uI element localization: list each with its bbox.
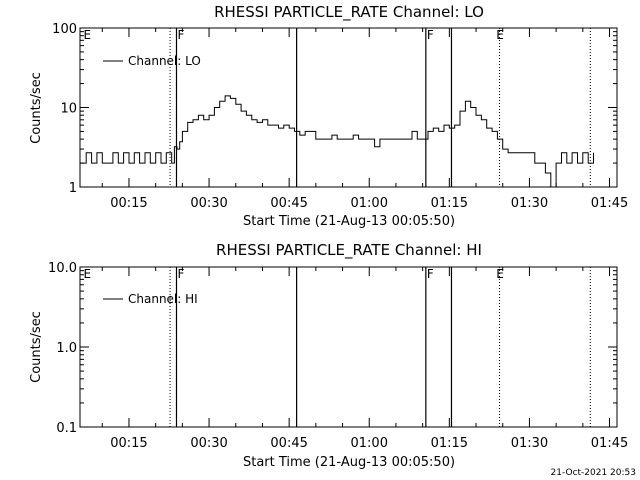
lo-x-tick-label: 00:15 xyxy=(110,196,147,211)
lo-annotation-f: F xyxy=(177,28,184,42)
hi-annotation-f: F xyxy=(177,267,184,281)
hi-x-axis-label: Start Time (21-Aug-13 00:05:50) xyxy=(243,455,455,470)
lo-annotation-e: E xyxy=(84,28,92,42)
hi-x-tick-label: 00:45 xyxy=(270,436,307,451)
lo-x-tick-label: 00:45 xyxy=(270,196,307,211)
lo-y-tick-label: 10 xyxy=(60,102,77,117)
hi-annotation-f: F xyxy=(427,267,434,281)
lo-y-tick-label: 100 xyxy=(52,22,77,37)
lo-x-tick-label: 00:30 xyxy=(190,196,227,211)
lo-x-tick-label: 01:30 xyxy=(511,196,548,211)
hi-annotation-e: E xyxy=(84,267,92,281)
hi-annotation-e: E xyxy=(496,267,504,281)
hi-x-tick-label: 00:15 xyxy=(110,436,147,451)
hi-x-tick-label: 00:30 xyxy=(190,436,227,451)
hi-chart-title: RHESSI PARTICLE_RATE Channel: HI xyxy=(216,241,482,260)
hi-channel-panel: RHESSI PARTICLE_RATE Channel: HI Counts/… xyxy=(29,241,628,470)
lo-x-tick-label: 01:15 xyxy=(431,196,468,211)
lo-channel-panel: RHESSI PARTICLE_RATE Channel: LO Counts/… xyxy=(29,3,628,229)
lo-annotation-e: E xyxy=(496,28,504,42)
hi-y-tick-label: 1.0 xyxy=(56,341,77,356)
hi-legend-label: Channel: HI xyxy=(128,292,198,306)
lo-chart-title: RHESSI PARTICLE_RATE Channel: LO xyxy=(214,3,484,22)
footer-timestamp: 21-Oct-2021 20:53 xyxy=(551,468,636,478)
lo-y-tick-label: 1 xyxy=(69,181,77,196)
hi-y-tick-label: 10.0 xyxy=(48,261,77,276)
hi-y-tick-label: 0.1 xyxy=(56,421,77,436)
lo-series-line-0 xyxy=(80,95,594,188)
lo-legend-label: Channel: LO xyxy=(128,54,201,68)
hi-x-tick-label: 01:30 xyxy=(511,436,548,451)
hi-x-tick-label: 01:00 xyxy=(351,436,388,451)
hi-x-tick-label: 01:45 xyxy=(591,436,628,451)
hi-y-axis-label: Counts/sec xyxy=(29,311,44,383)
lo-y-axis-label: Counts/sec xyxy=(29,72,44,144)
lo-x-axis-label: Start Time (21-Aug-13 00:05:50) xyxy=(243,214,455,229)
lo-x-tick-label: 01:00 xyxy=(351,196,388,211)
hi-x-tick-label: 01:15 xyxy=(431,436,468,451)
lo-annotation-f: F xyxy=(427,28,434,42)
lo-x-tick-label: 01:45 xyxy=(591,196,628,211)
hi-plot-frame xyxy=(79,266,618,428)
